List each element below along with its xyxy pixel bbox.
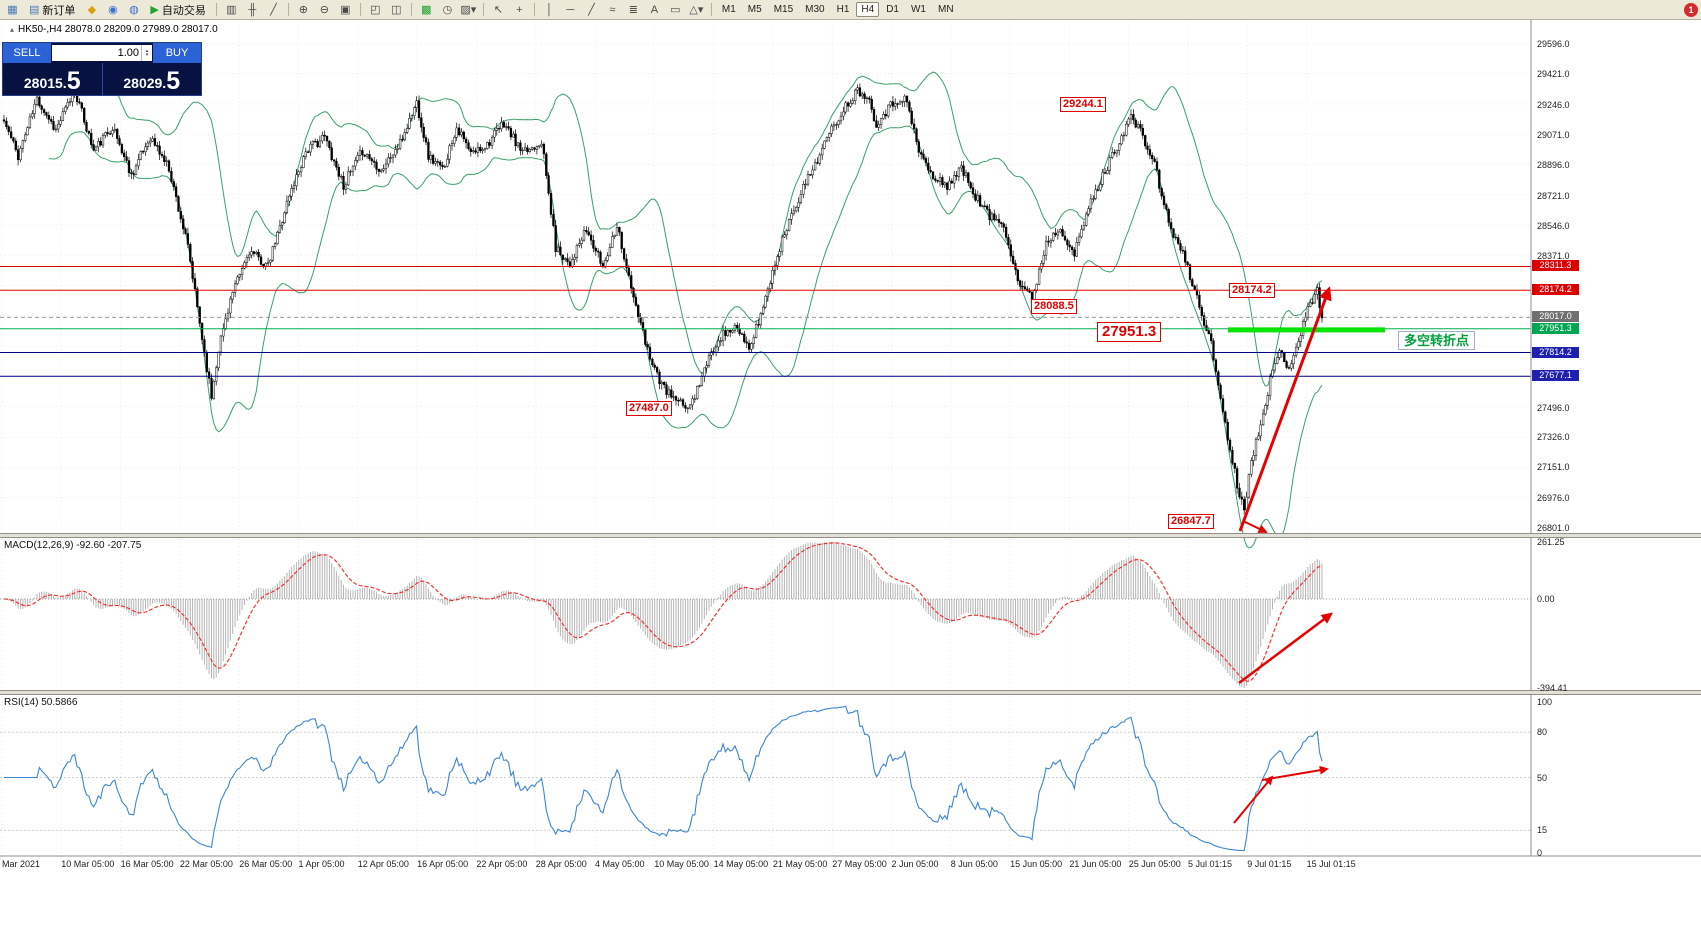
period-icon[interactable]: ◷ <box>442 4 453 16</box>
rsi-indicator-label: RSI(14) 50.5866 <box>4 697 78 708</box>
buy-price-frac: 5 <box>166 67 181 95</box>
one-click-trade-panel: SELL 1.00 ▴ ▾ BUY 28015. 5 28029. 5 <box>2 42 202 96</box>
buy-button[interactable]: BUY <box>153 43 201 63</box>
horizontal-line-icon[interactable]: ─ <box>566 3 575 16</box>
trendline-icon[interactable]: ╱ <box>588 4 595 16</box>
market-depth-icon[interactable]: ◉ <box>108 4 118 16</box>
new-order-button-icon: ▤ <box>29 4 40 16</box>
text-icon[interactable]: A <box>650 3 659 16</box>
zoom-out-icon[interactable]: ⊖ <box>319 4 329 16</box>
fibonacci-icon[interactable]: ≣ <box>628 4 638 16</box>
chart-window-icon[interactable]: ▦ <box>7 4 18 16</box>
autotrade-button-label: 自动交易 <box>161 4 206 17</box>
timeframe-M15[interactable]: M15 <box>773 4 794 15</box>
indicators-icon[interactable]: ◆ <box>87 4 97 16</box>
toolbar-separator <box>410 3 412 16</box>
macd-indicator-label: MACD(12,26,9) -92.60 -207.75 <box>4 540 142 551</box>
zoom-in-icon[interactable]: ⊕ <box>298 4 308 16</box>
cascade-windows-icon[interactable]: ◰ <box>370 4 381 16</box>
cursor-icon[interactable]: ↖ <box>493 4 503 16</box>
timeframe-H4[interactable]: H4 <box>856 2 880 17</box>
bar-chart-icon[interactable]: ▥ <box>226 4 237 16</box>
turning-point-annotation: 多空转折点 <box>1398 331 1476 350</box>
volume-input[interactable]: 1.00 ▴ ▾ <box>52 45 152 61</box>
toolbar-separator <box>359 3 361 16</box>
shapes-icon[interactable]: △▾ <box>689 4 704 16</box>
sell-price: 28015. 5 <box>3 63 102 95</box>
line-chart-icon[interactable]: ╱ <box>270 4 277 16</box>
crosshair-icon[interactable]: + <box>516 3 523 16</box>
sell-price-main: 28015. <box>23 75 67 91</box>
timeframe-MN[interactable]: MN <box>937 4 954 15</box>
symbol-info: ▴ HK50-,H4 28078.0 28209.0 27989.0 28017… <box>10 24 218 35</box>
arrange-windows-icon[interactable]: ◫ <box>391 4 402 16</box>
template-icon[interactable]: ▨▾ <box>460 4 477 16</box>
new-order-button-label: 新订单 <box>42 4 76 17</box>
candlestick-chart-icon[interactable]: ╫ <box>248 3 257 16</box>
toolbar-separator <box>710 3 712 16</box>
timeframe-M1[interactable]: M1 <box>721 4 736 15</box>
symbol-ohlc-text: HK50-,H4 28078.0 28209.0 27989.0 28017.0 <box>18 24 218 35</box>
timeframe-M30[interactable]: M30 <box>805 4 825 15</box>
buy-price-main: 28029. <box>123 75 167 91</box>
volume-spinner[interactable]: ▴ ▾ <box>141 45 152 61</box>
text-label-icon[interactable]: ▭ <box>670 4 681 16</box>
sell-button[interactable]: SELL <box>3 43 51 63</box>
new-order-button[interactable]: ▤ 新订单 <box>24 2 80 18</box>
timeframe-D1[interactable]: D1 <box>886 4 899 15</box>
buy-price: 28029. 5 <box>101 63 202 95</box>
main-toolbar: ▦ ▤ 新订单 ◆ ◉ ◍ ▶ 自动交易 ▥ ╫ ╱ ⊕ ⊖ ▣ ◰ ◫ ▩ ◷ ▨▾ ↖ + │ ─ ╱ ≈ ≣ A ▭ △▾ M1 M5… <box>0 0 1701 20</box>
panel-separator[interactable] <box>0 690 1701 695</box>
spinner-up-icon[interactable]: ▴ <box>145 48 149 54</box>
autotrade-button[interactable]: ▶ 自动交易 <box>145 2 210 18</box>
timeframe-H1[interactable]: H1 <box>836 4 850 15</box>
new-chart-icon[interactable]: ▩ <box>421 4 432 16</box>
timeframe-M5[interactable]: M5 <box>747 4 762 15</box>
sell-price-frac: 5 <box>66 67 81 95</box>
chart-symbol-icon: ▴ <box>10 25 15 34</box>
panel-separator[interactable] <box>0 533 1701 538</box>
toolbar-separator <box>287 3 289 16</box>
notification-badge[interactable]: 1 <box>1684 3 1698 17</box>
spinner-down-icon[interactable]: ▾ <box>145 52 149 58</box>
tile-windows-icon[interactable]: ▣ <box>340 4 351 16</box>
volume-value: 1.00 <box>117 47 139 59</box>
autotrade-button-icon: ▶ <box>150 4 159 16</box>
channel-icon[interactable]: ≈ <box>609 3 616 16</box>
alerts-icon[interactable]: ◍ <box>129 4 139 16</box>
timeframe-W1[interactable]: W1 <box>910 4 926 15</box>
toolbar-separator <box>533 3 535 16</box>
toolbar-separator <box>482 3 484 16</box>
vertical-line-icon[interactable]: │ <box>545 3 553 16</box>
toolbar-separator <box>215 3 217 16</box>
